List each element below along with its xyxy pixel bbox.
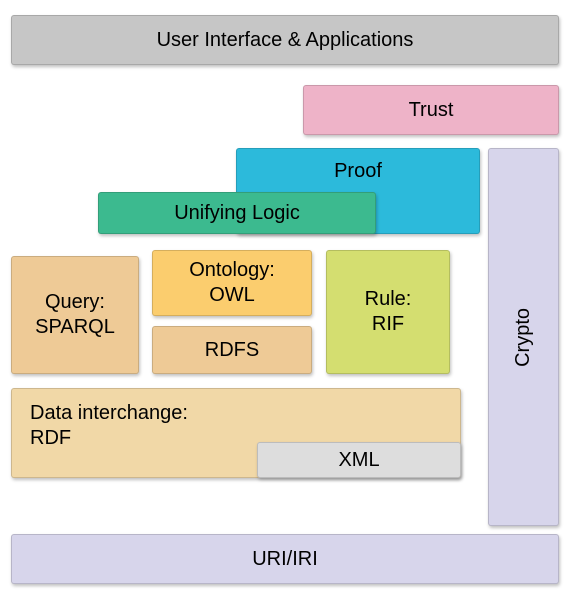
layer-sparql: Query: SPARQL [11, 256, 139, 374]
layer-unifying-logic: Unifying Logic [98, 192, 376, 234]
layer-label: RDFS [205, 338, 259, 363]
layer-label: Unifying Logic [174, 201, 300, 226]
layer-crypto: Crypto [488, 148, 559, 526]
layer-label: Ontology: OWL [189, 258, 275, 308]
layer-label: Proof [334, 159, 382, 184]
layer-ui-apps: User Interface & Applications [11, 15, 559, 65]
layer-trust: Trust [303, 85, 559, 135]
layer-label: URI/IRI [252, 547, 318, 572]
semantic-web-stack: User Interface & Applications Trust Cryp… [0, 0, 570, 599]
layer-rdfs: RDFS [152, 326, 312, 374]
layer-owl: Ontology: OWL [152, 250, 312, 316]
layer-label: Trust [409, 98, 454, 123]
layer-label: Data interchange: RDF [30, 401, 188, 451]
layer-label: Query: SPARQL [35, 290, 115, 340]
layer-label: Crypto [511, 308, 536, 367]
layer-uri-iri: URI/IRI [11, 534, 559, 584]
layer-label: User Interface & Applications [157, 28, 414, 53]
layer-rif: Rule: RIF [326, 250, 450, 374]
layer-label: Rule: RIF [365, 287, 412, 337]
layer-xml: XML [257, 442, 461, 478]
layer-label: XML [338, 448, 379, 473]
